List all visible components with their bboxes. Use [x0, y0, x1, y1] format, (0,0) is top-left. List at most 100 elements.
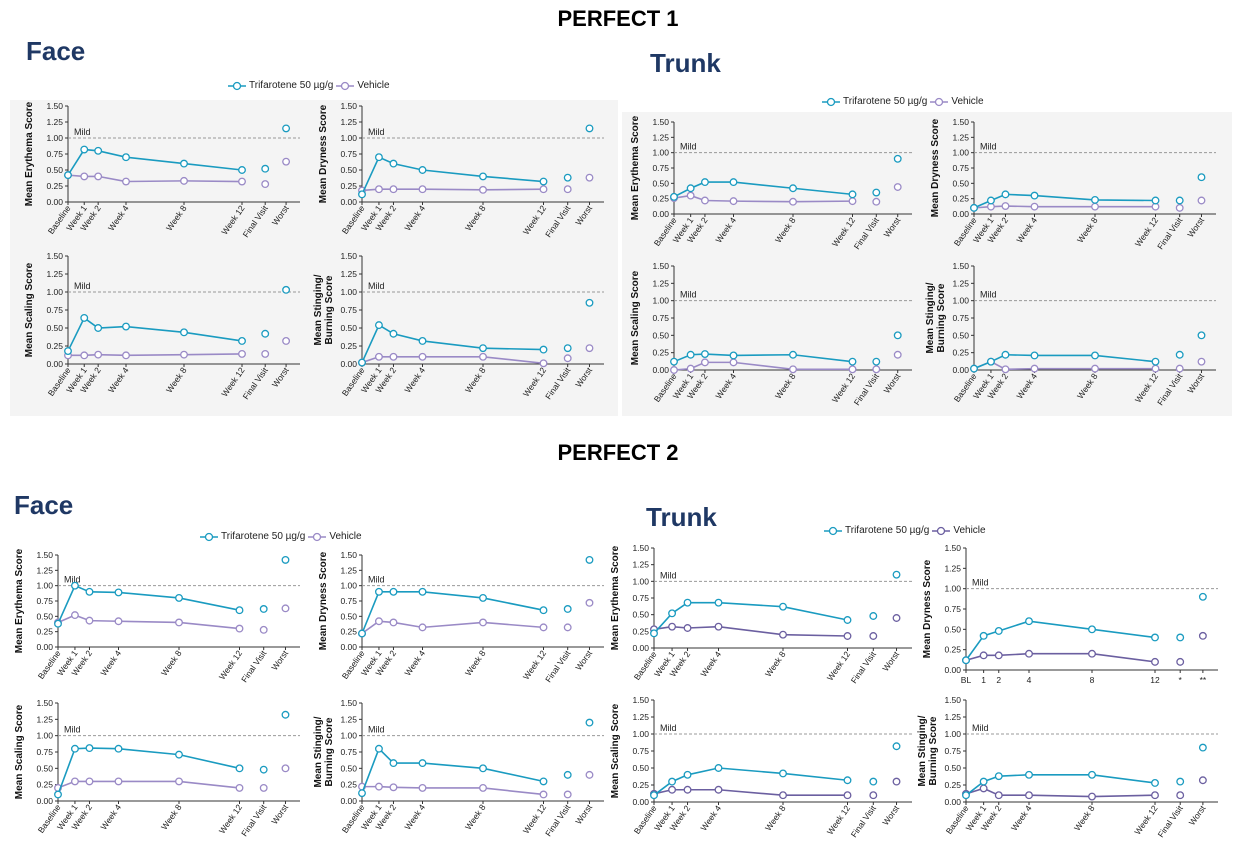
y-tick-label: 0.75 — [952, 313, 969, 323]
y-tick-label: 1.25 — [340, 714, 357, 724]
y-tick-label: 0.00 — [652, 365, 669, 375]
series-trifarotene — [358, 555, 594, 638]
series-trifarotene — [962, 743, 1207, 800]
series-line-trifarotene — [965, 620, 1156, 661]
data-point-vehicle — [235, 783, 244, 792]
data-point-trifarotene — [54, 619, 62, 628]
y-tick-label: 0.25 — [652, 194, 669, 204]
x-tick-label: Worst — [1185, 371, 1206, 395]
y-tick-label: 0.50 — [632, 610, 649, 620]
data-point-trifarotene — [683, 598, 692, 607]
data-point-vehicle — [1088, 649, 1096, 658]
data-point-trifarotene — [54, 790, 62, 799]
axes: 0.00 0.25 0.50 0.75 1.00 1.25 1.50 — [652, 117, 912, 219]
data-point-vehicle — [479, 185, 487, 194]
region-title-p2-face: Face — [14, 490, 74, 520]
y-tick-label: 0.25 — [340, 181, 357, 191]
x-tick-label: 8 — [1090, 675, 1095, 685]
data-point-trifarotene — [235, 606, 244, 615]
x-tick-label: Baseline — [632, 803, 659, 836]
mild-reference-label: Mild — [660, 723, 677, 733]
y-tick-label: 0.25 — [652, 348, 669, 358]
legend-trifarotene-label: Trifarotene 50 µg/g — [221, 531, 306, 542]
series-line-vehicle — [653, 625, 848, 637]
series-vehicle — [358, 598, 594, 638]
data-point-vehicle — [238, 349, 246, 358]
x-tick-label: Week 8 — [773, 371, 798, 400]
y-tick-label: 0.25 — [340, 341, 357, 351]
data-point-trifarotene — [389, 159, 398, 168]
legend-vehicle-marker — [932, 526, 951, 535]
data-point-vehicle — [418, 783, 427, 792]
data-point-trifarotene — [175, 593, 183, 602]
y-tick-label: 0.50 — [340, 611, 357, 621]
series-line-vehicle — [57, 614, 240, 630]
y-tick-label: 0.00 — [952, 365, 969, 375]
y-tick-label: 0.00 — [340, 197, 357, 207]
data-point-vehicle — [563, 185, 572, 194]
data-point-trifarotene — [1151, 633, 1159, 642]
series-vehicle — [358, 344, 594, 368]
x-tick-label: Baseline — [340, 648, 367, 681]
y-tick-label: 1.25 — [632, 560, 649, 570]
chart-p2-trunk-dryness: 0.00 0.25 0.50 0.75 1.00 1.25 1.50 Mean Dryness… — [922, 543, 1218, 685]
y-axis-label: Mean Erythema Score — [630, 115, 641, 220]
axes: 0.00 0.25 0.50 0.75 1.00 1.25 1.50 — [340, 550, 604, 652]
y-tick-label: 0.75 — [652, 163, 669, 173]
data-point-trifarotene — [374, 587, 383, 596]
data-point-vehicle — [1151, 364, 1160, 373]
data-point-vehicle — [94, 172, 103, 181]
x-tick-label: Week 4 — [403, 365, 428, 394]
mild-reference-label: Mild — [368, 575, 385, 585]
data-point-trifarotene — [374, 153, 383, 162]
chart-p2-trunk-scaling: 0.00 0.25 0.50 0.75 1.00 1.25 1.50 Mean Scaling… — [610, 695, 912, 839]
y-tick-label: 0.50 — [36, 611, 53, 621]
y-tick-label: 0.25 — [944, 780, 961, 790]
data-point-trifarotene — [893, 154, 902, 163]
data-point-trifarotene — [1175, 196, 1184, 205]
data-point-vehicle — [1030, 202, 1039, 211]
data-point-trifarotene — [970, 364, 978, 373]
y-tick-label: 1.00 — [652, 296, 669, 306]
y-tick-label: 0.25 — [36, 627, 53, 637]
data-point-vehicle — [180, 350, 188, 359]
series-vehicle — [54, 764, 290, 792]
x-tick-label: Week 8 — [773, 215, 798, 244]
data-point-trifarotene — [1025, 617, 1033, 626]
data-point-trifarotene — [374, 321, 383, 330]
x-tick-label: 2 — [996, 675, 1001, 685]
data-point-vehicle — [700, 358, 709, 367]
data-point-vehicle — [585, 344, 594, 353]
data-point-trifarotene — [585, 298, 594, 307]
mild-reference-label: Mild — [64, 575, 81, 585]
y-tick-label: 1.00 — [36, 581, 53, 591]
data-point-trifarotene — [175, 750, 183, 759]
legend-vehicle-label: Vehicle — [329, 531, 362, 542]
y-tick-label: 0.75 — [340, 305, 357, 315]
data-point-vehicle — [563, 790, 572, 799]
legend-trifarotene-marker — [822, 97, 840, 106]
y-tick-label: 1.00 — [652, 148, 669, 158]
x-tick-label: Week 12 — [825, 649, 852, 682]
data-point-vehicle — [418, 352, 427, 361]
y-tick-label: 1.25 — [340, 117, 357, 127]
y-tick-label: 1.50 — [632, 543, 649, 553]
series-trifarotene — [64, 124, 291, 180]
data-point-vehicle — [80, 351, 89, 360]
data-point-vehicle — [238, 177, 246, 186]
data-point-trifarotene — [94, 324, 103, 332]
series-line-trifarotene — [67, 148, 243, 176]
data-point-trifarotene — [650, 629, 658, 638]
x-tick-label: Week 8 — [164, 365, 189, 394]
data-point-trifarotene — [563, 173, 572, 182]
data-point-vehicle — [563, 623, 572, 632]
data-point-vehicle — [686, 191, 695, 200]
mild-reference-label: Mild — [368, 127, 385, 137]
data-point-trifarotene — [114, 744, 123, 753]
x-tick-label: Worst — [1187, 803, 1208, 827]
x-tick-label: Week 4 — [403, 203, 428, 232]
y-tick-label: 1.50 — [652, 117, 669, 127]
mild-reference-label: Mild — [368, 281, 385, 291]
data-point-vehicle — [1025, 791, 1033, 800]
data-point-vehicle — [70, 611, 79, 620]
